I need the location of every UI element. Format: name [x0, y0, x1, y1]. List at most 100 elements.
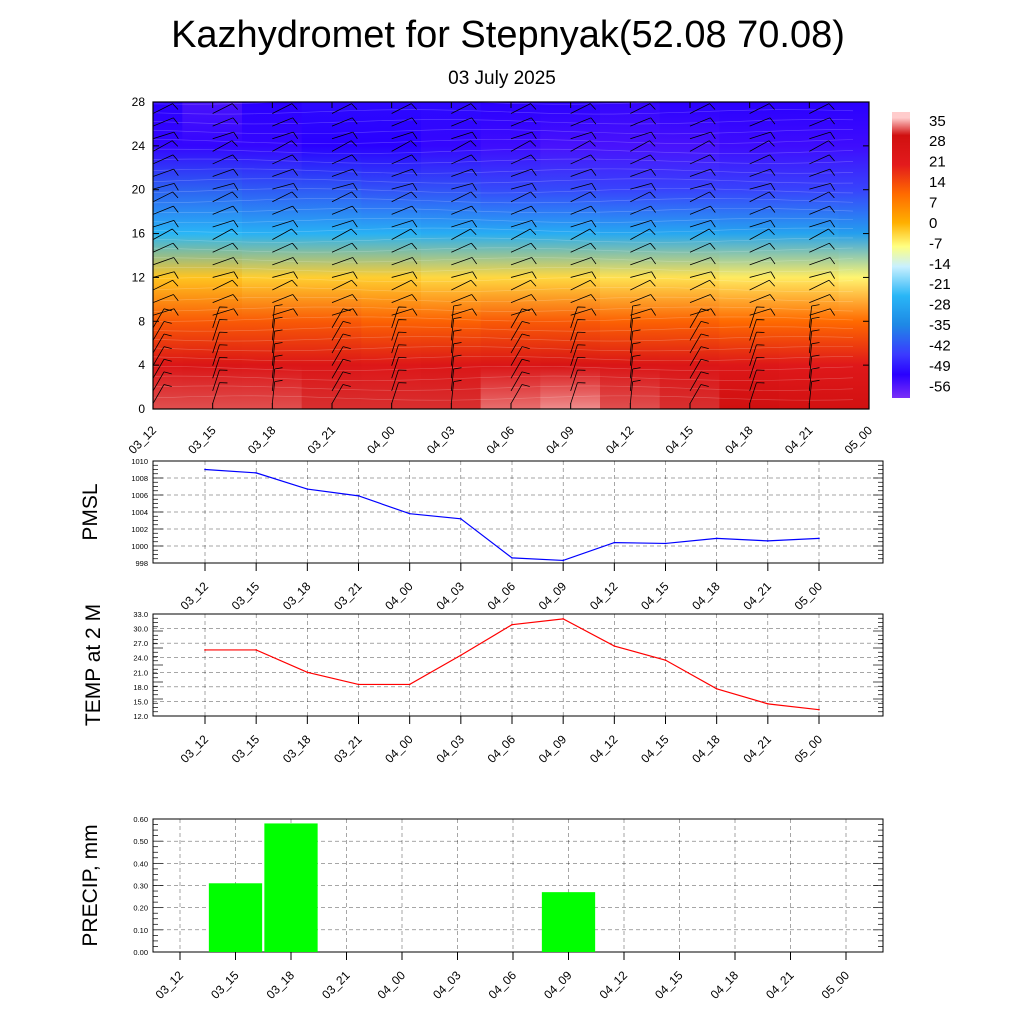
wind-barb	[868, 402, 869, 404]
x-tick-label: 04_09	[536, 579, 570, 613]
x-tick-label: 03_15	[229, 579, 263, 613]
wind-barb	[689, 242, 716, 253]
data-point	[204, 468, 206, 471]
wind-barb	[809, 168, 835, 177]
wind-barb	[153, 154, 179, 165]
x-tick-label: 04_21	[740, 732, 774, 766]
precipitation-panel: 0.00 0.10 0.20 0.30 0.40 0.50 0.60 03_12 03_15 03…	[79, 815, 884, 1002]
wind-barb	[391, 242, 418, 253]
wind-barb	[451, 103, 477, 114]
wind-barb	[749, 242, 776, 253]
wind-barb	[391, 294, 418, 304]
wind-barb	[868, 302, 869, 303]
wind-barb	[153, 346, 172, 366]
contour-line	[153, 336, 854, 342]
wind-barb	[689, 220, 716, 228]
wind-barb	[809, 294, 835, 304]
y-tick-label: 8	[138, 314, 145, 328]
precip-bar	[264, 823, 318, 952]
wind-barb	[749, 168, 776, 177]
x-tick-label: 04_12	[587, 579, 621, 613]
wind-barb	[689, 183, 716, 191]
wind-barb	[808, 329, 820, 354]
x-tick-label: 04_15	[663, 423, 697, 457]
wind-barb	[153, 191, 179, 203]
wind-barb	[868, 125, 869, 127]
x-tick-label: 04_21	[782, 423, 816, 457]
wind-barb	[570, 242, 597, 253]
wind-barb	[689, 103, 716, 114]
y-tick-label: 12.0	[133, 712, 148, 721]
x-tick-label: 04_06	[486, 968, 520, 1002]
contour-line	[153, 178, 854, 184]
wind-barb	[510, 308, 537, 316]
contour-line	[153, 148, 854, 154]
y-axis-title: TEMP at 2 M	[82, 604, 105, 726]
wind-barb	[451, 117, 477, 127]
wind-barb	[212, 294, 239, 304]
x-tick-label: 04_06	[484, 423, 518, 457]
x-tick-label: 04_15	[652, 968, 686, 1002]
chart-subtitle: 03 July 2025	[448, 68, 556, 89]
wind-barb	[510, 183, 537, 191]
wind-barb	[809, 257, 835, 266]
wind-barb	[212, 382, 228, 404]
wind-barb	[868, 339, 869, 341]
wind-barb	[451, 242, 477, 253]
colorbar-label: -56	[929, 378, 951, 395]
contour-line	[153, 188, 854, 194]
data-point	[715, 688, 718, 690]
wind-barb	[689, 205, 716, 215]
wind-barb	[391, 369, 407, 392]
heatmap-column	[600, 102, 661, 409]
heatmap-field	[153, 102, 869, 409]
wind-barb	[570, 140, 596, 152]
wind-barb	[331, 117, 358, 127]
wind-barb	[570, 356, 586, 379]
wind-barb	[868, 390, 869, 391]
wind-barb	[570, 271, 597, 279]
y-tick-label: 0.10	[133, 926, 148, 935]
wind-barb	[272, 271, 298, 279]
wind-barb	[212, 154, 239, 165]
wind-barb	[749, 294, 776, 304]
data-point	[562, 618, 564, 620]
wind-barb	[331, 154, 358, 165]
wind-barb	[153, 308, 172, 329]
wind-barb	[331, 191, 358, 203]
wind-barb	[272, 257, 298, 266]
wind-barb	[212, 220, 239, 228]
x-tick-label: 03_12	[178, 579, 212, 613]
wind-barb	[749, 228, 775, 240]
wind-barb	[391, 205, 418, 215]
wind-barb	[749, 279, 776, 291]
wind-barb	[570, 294, 597, 304]
wind-barb	[272, 168, 298, 177]
wind-barb	[510, 228, 537, 240]
wind-barb	[391, 271, 418, 279]
wind-barb	[629, 379, 641, 404]
wind-barb	[809, 271, 835, 279]
x-tick-label: 03_21	[305, 423, 339, 457]
colorbar: 35 28 21 14 7 0 -7 -14 -21 -28 -35 -42 -49 -56	[892, 112, 951, 398]
x-tick-label: 04_15	[638, 732, 672, 766]
wind-barb	[272, 294, 298, 304]
wind-barb	[689, 346, 709, 366]
x-tick-label: 04_00	[382, 732, 416, 766]
x-tick-label: 04_03	[424, 423, 458, 457]
heatmap-column	[719, 102, 780, 409]
contour-line	[153, 109, 854, 115]
wind-barb	[510, 205, 537, 215]
data-point	[664, 659, 667, 661]
wind-barb	[153, 271, 179, 279]
wind-barb	[868, 150, 869, 152]
y-tick-label: 1008	[131, 474, 148, 483]
y-tick-label: 1000	[131, 542, 148, 551]
data-point	[511, 557, 513, 559]
heatmap-column	[242, 102, 303, 409]
wind-barb	[808, 379, 820, 404]
wind-barb	[153, 228, 179, 240]
wind-barb	[331, 308, 351, 329]
wind-barb	[689, 117, 716, 127]
contour-line	[153, 286, 854, 292]
